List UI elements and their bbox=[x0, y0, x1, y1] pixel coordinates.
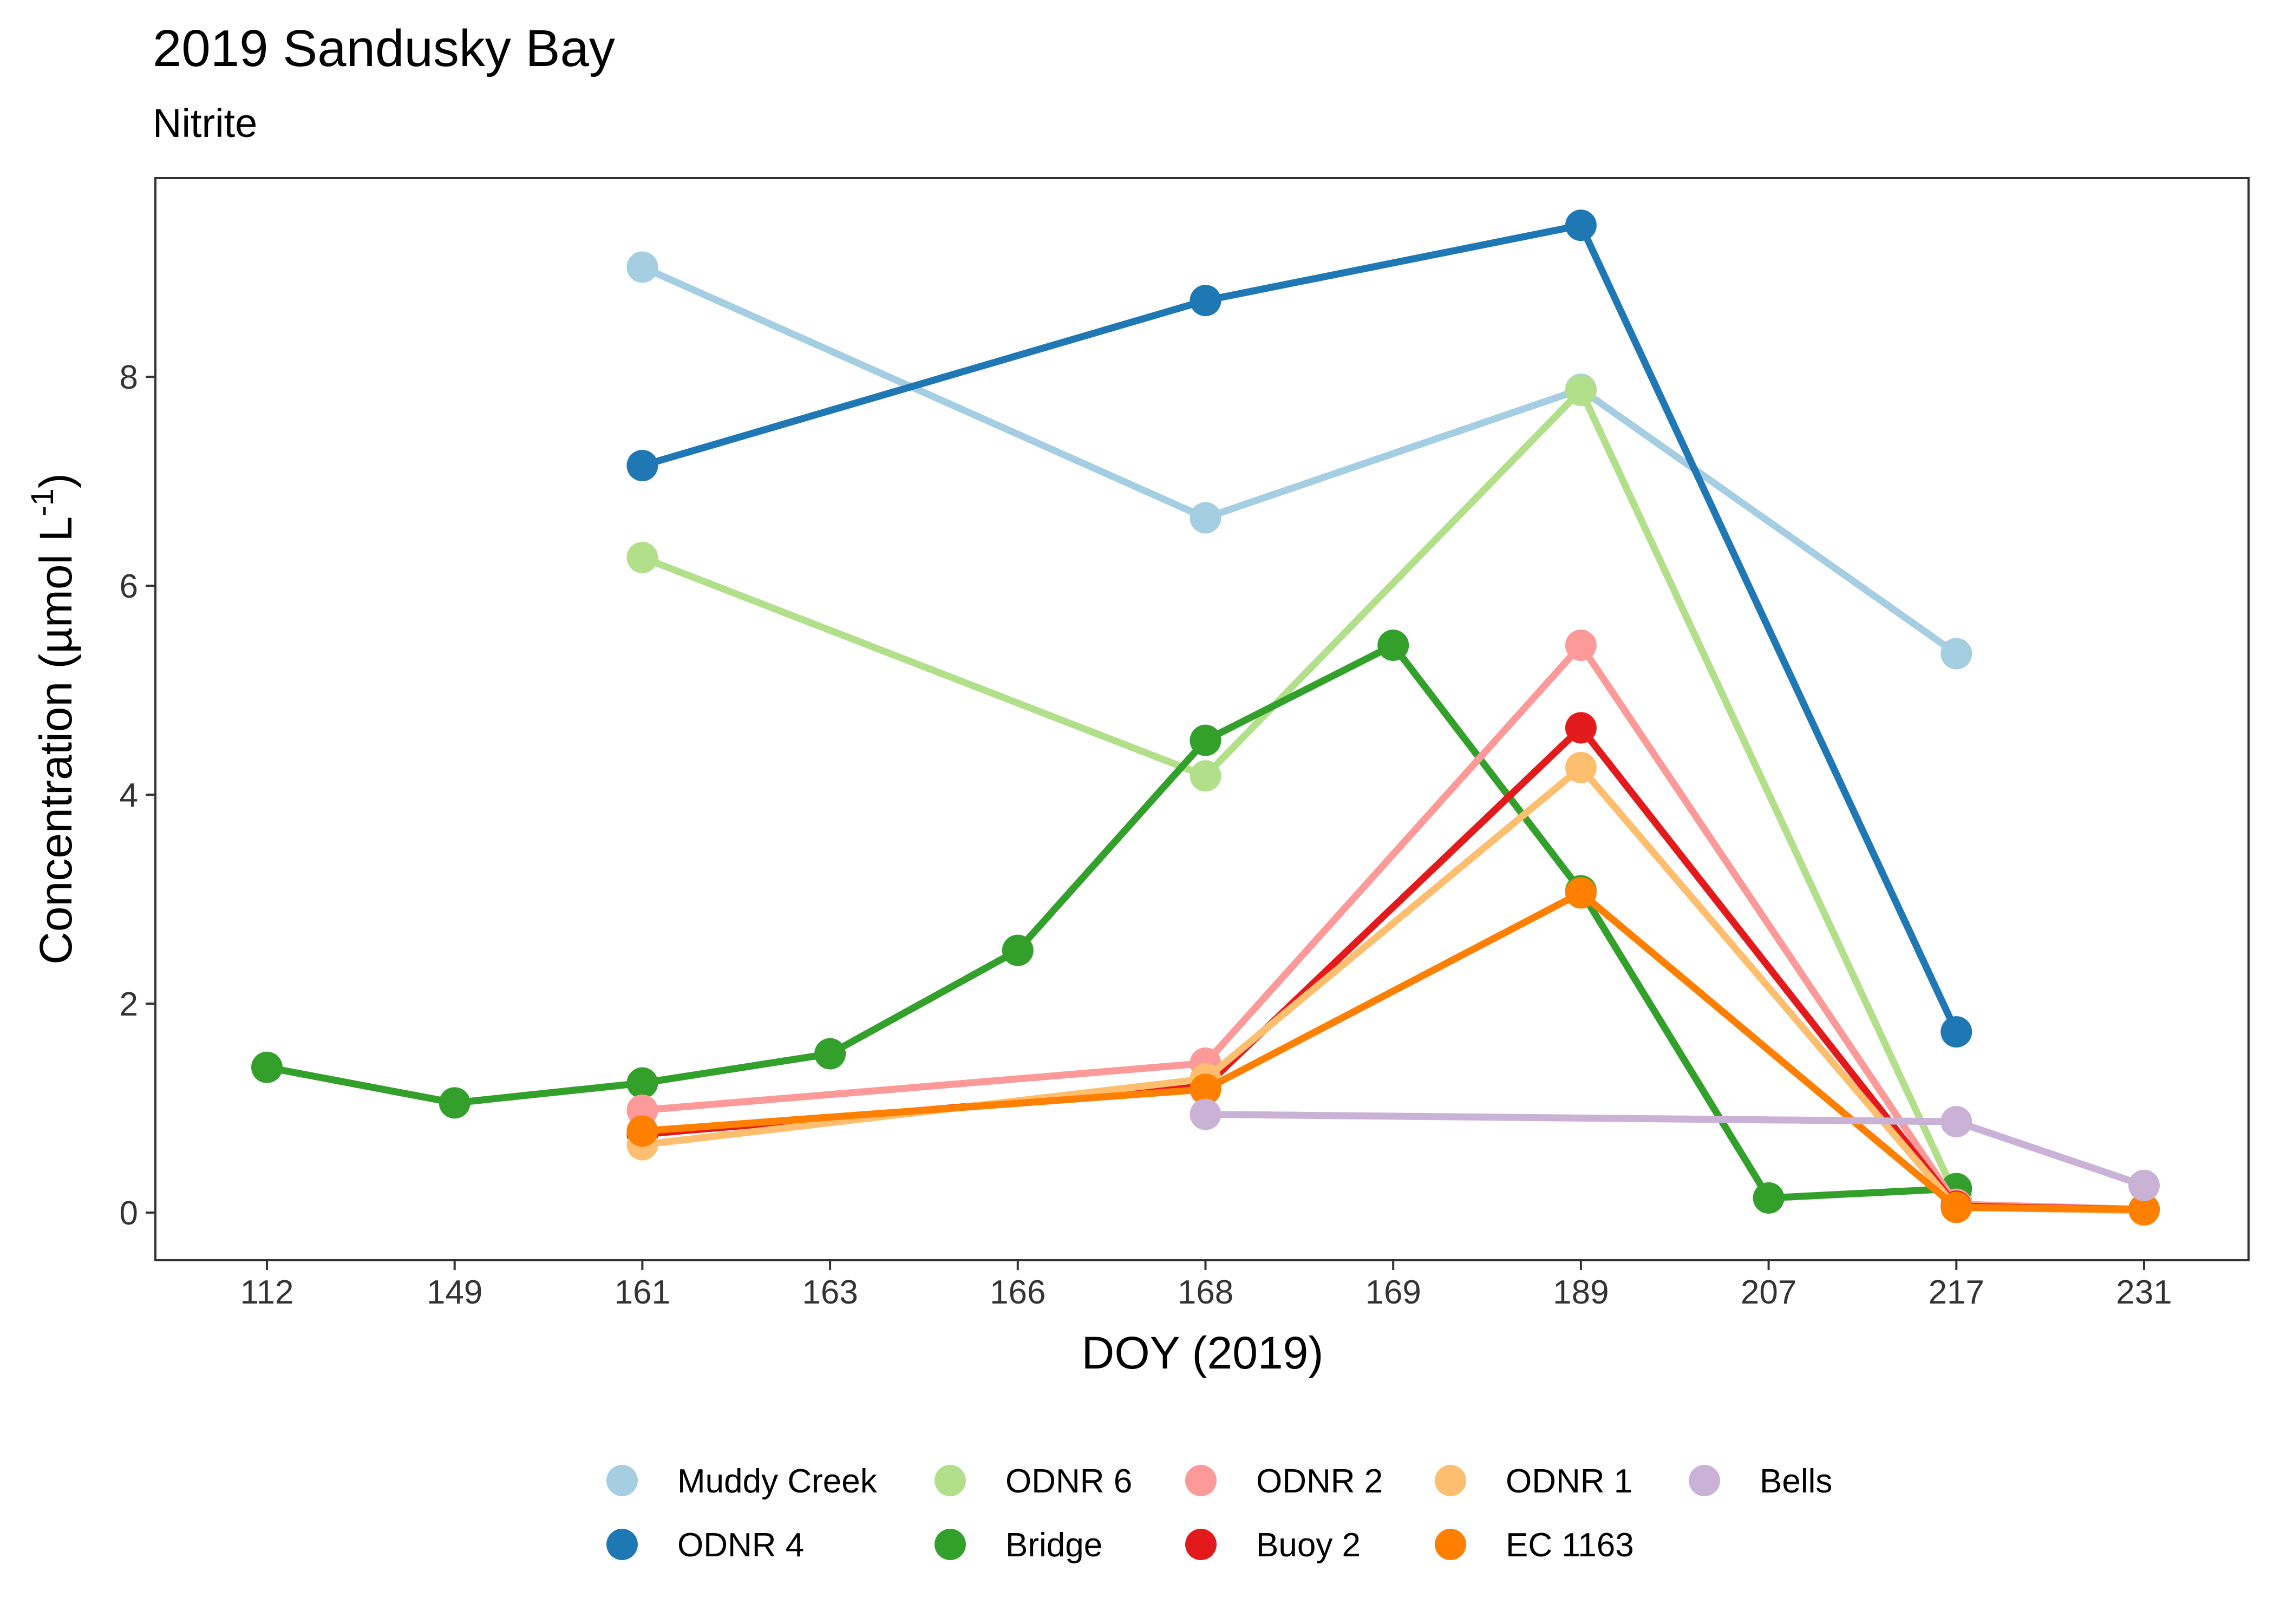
x-axis-title: DOY (2019) bbox=[1082, 1327, 1324, 1378]
data-point-odnr-1 bbox=[1565, 751, 1597, 783]
legend-key-buoy-2 bbox=[1185, 1529, 1217, 1560]
x-tick-label: 207 bbox=[1741, 1274, 1796, 1311]
legend-key-odnr-2 bbox=[1185, 1465, 1217, 1496]
data-point-buoy-2 bbox=[1565, 712, 1597, 744]
data-point-bridge bbox=[814, 1038, 846, 1070]
data-point-muddy-creek bbox=[1940, 638, 1972, 670]
legend-label-buoy-2: Buoy 2 bbox=[1256, 1527, 1361, 1564]
data-point-bridge bbox=[626, 1067, 658, 1099]
y-axis-title-main: Concentration (µmol L bbox=[30, 516, 81, 965]
data-point-ec-1163 bbox=[2128, 1194, 2160, 1226]
legend-item-odnr-6: ODNR 6 bbox=[935, 1463, 1132, 1500]
series-line-bridge bbox=[263, 641, 1960, 1202]
data-point-muddy-creek bbox=[626, 251, 658, 283]
legend-item-ec-1163: EC 1163 bbox=[1435, 1527, 1634, 1564]
series-odnr-4 bbox=[626, 209, 1972, 1048]
data-point-bridge bbox=[251, 1051, 283, 1083]
legend-item-bridge: Bridge bbox=[935, 1527, 1102, 1564]
y-axis-title-superscript: -1 bbox=[25, 488, 60, 516]
data-point-ec-1163 bbox=[626, 1115, 658, 1147]
series-bells bbox=[1190, 1098, 2160, 1201]
y-axis: 0 2 4 6 8 bbox=[120, 359, 155, 1232]
data-point-bridge bbox=[439, 1087, 471, 1119]
legend: Muddy Creek ODNR 6 ODNR 2 ODNR 1 Bells ODNR 4… bbox=[606, 1463, 1832, 1564]
data-point-bridge bbox=[1190, 724, 1221, 756]
x-tick-label: 231 bbox=[2116, 1274, 2172, 1311]
legend-key-odnr-1 bbox=[1435, 1465, 1466, 1496]
legend-key-muddy-creek bbox=[606, 1465, 638, 1496]
data-point-odnr-6 bbox=[626, 541, 658, 573]
legend-item-buoy-2: Buoy 2 bbox=[1185, 1527, 1361, 1564]
legend-label-muddy-creek: Muddy Creek bbox=[677, 1463, 878, 1500]
series-odnr-6 bbox=[626, 375, 1972, 1213]
x-tick-label: 189 bbox=[1553, 1274, 1609, 1311]
x-tick-label: 149 bbox=[427, 1274, 482, 1311]
data-point-odnr-4 bbox=[1565, 209, 1597, 241]
data-point-odnr-2 bbox=[1565, 630, 1597, 662]
data-point-bridge bbox=[1002, 934, 1034, 966]
x-tick-label: 169 bbox=[1365, 1274, 1421, 1311]
x-tick-label: 168 bbox=[1178, 1274, 1233, 1311]
legend-item-muddy-creek: Muddy Creek bbox=[606, 1463, 878, 1500]
data-point-ec-1163 bbox=[1190, 1073, 1221, 1105]
data-point-odnr-6 bbox=[1565, 375, 1597, 407]
y-axis-title: Concentration (µmol L-1) bbox=[25, 473, 81, 965]
legend-item-odnr-4: ODNR 4 bbox=[606, 1527, 804, 1564]
legend-key-bridge bbox=[935, 1529, 966, 1560]
y-axis-title-close: ) bbox=[30, 473, 81, 488]
x-tick-label: 166 bbox=[990, 1274, 1045, 1311]
legend-item-odnr-1: ODNR 1 bbox=[1435, 1463, 1632, 1500]
data-point-bells bbox=[1190, 1098, 1221, 1130]
series-line-odnr-6 bbox=[638, 387, 1960, 1201]
data-point-odnr-6 bbox=[1190, 760, 1221, 792]
y-tick-label: 4 bbox=[120, 777, 138, 814]
data-point-bells bbox=[2128, 1169, 2160, 1201]
legend-label-bells: Bells bbox=[1760, 1463, 1832, 1500]
data-point-ec-1163 bbox=[1940, 1191, 1972, 1223]
legend-item-odnr-2: ODNR 2 bbox=[1185, 1463, 1383, 1500]
chart-title: 2019 Sandusky Bay bbox=[153, 19, 615, 77]
legend-label-odnr-4: ODNR 4 bbox=[677, 1527, 804, 1564]
y-tick-label: 0 bbox=[120, 1195, 138, 1232]
data-point-bridge bbox=[1753, 1182, 1785, 1214]
y-tick-label: 8 bbox=[120, 359, 138, 396]
legend-label-odnr-6: ODNR 6 bbox=[1005, 1463, 1132, 1500]
legend-key-bells bbox=[1689, 1465, 1720, 1496]
legend-label-bridge: Bridge bbox=[1005, 1527, 1102, 1564]
series-line-muddy-creek bbox=[638, 263, 1960, 657]
data-point-ec-1163 bbox=[1565, 877, 1597, 909]
x-tick-label: 217 bbox=[1929, 1274, 1984, 1311]
series-ec-1163 bbox=[626, 877, 2160, 1226]
x-tick-label: 163 bbox=[802, 1274, 858, 1311]
series-line-odnr-4 bbox=[638, 221, 1960, 1036]
y-tick-label: 6 bbox=[120, 568, 138, 605]
legend-label-odnr-2: ODNR 2 bbox=[1256, 1463, 1383, 1500]
data-point-muddy-creek bbox=[1190, 502, 1221, 534]
legend-key-odnr-6 bbox=[935, 1465, 966, 1496]
data-point-bridge bbox=[1377, 630, 1409, 662]
data-point-bells bbox=[1940, 1106, 1972, 1138]
y-tick-label: 2 bbox=[120, 986, 138, 1023]
data-point-odnr-4 bbox=[626, 450, 658, 482]
data-point-odnr-4 bbox=[1190, 285, 1221, 317]
legend-label-ec-1163: EC 1163 bbox=[1506, 1527, 1634, 1564]
series-layer bbox=[251, 209, 2160, 1227]
legend-key-ec-1163 bbox=[1435, 1529, 1466, 1560]
data-point-odnr-4 bbox=[1940, 1016, 1972, 1048]
legend-key-odnr-4 bbox=[606, 1529, 638, 1560]
x-axis: 112 149 161 163 166 168 169 189 207 217 231 bbox=[240, 1260, 2172, 1311]
legend-label-odnr-1: ODNR 1 bbox=[1506, 1463, 1632, 1500]
chart-subtitle: Nitrite bbox=[153, 101, 257, 146]
legend-item-bells: Bells bbox=[1689, 1463, 1832, 1500]
x-tick-label: 161 bbox=[615, 1274, 670, 1311]
x-tick-label: 112 bbox=[240, 1274, 294, 1311]
